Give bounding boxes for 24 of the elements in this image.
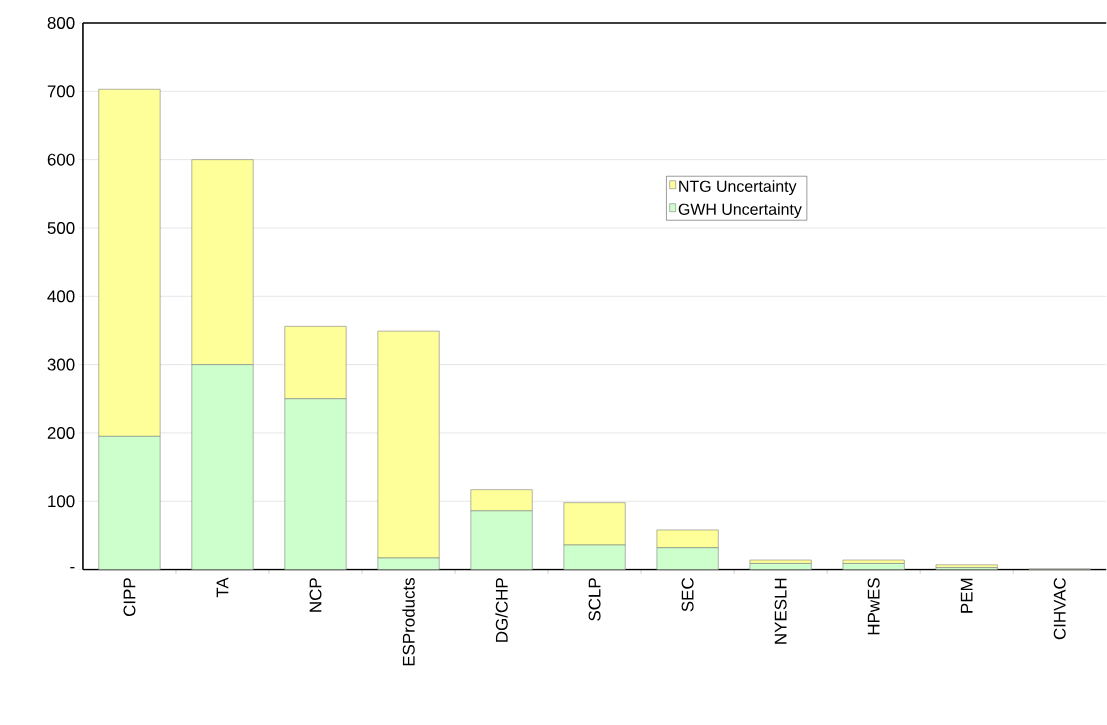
y-tick-label: 400 bbox=[47, 290, 75, 303]
y-tick-label: 100 bbox=[48, 495, 75, 508]
y-tick-label: - bbox=[70, 566, 75, 569]
bar bbox=[842, 562, 905, 570]
x-tick-label: ESProducts bbox=[402, 577, 415, 666]
x-tick-label: DG/CHP bbox=[495, 578, 508, 642]
legend-label: NTG Uncertainty bbox=[679, 179, 797, 195]
y-tick-label: 700 bbox=[47, 85, 75, 98]
x-tick-label: NYESLH bbox=[774, 578, 787, 644]
y-tick-label: 300 bbox=[47, 358, 75, 371]
x-tick-label: SEC bbox=[681, 577, 694, 612]
y-tick-label: 500 bbox=[47, 221, 75, 234]
x-tick-label: CIHVAC bbox=[1053, 577, 1066, 639]
legend-label: GWH Uncertainty bbox=[678, 202, 802, 218]
y-tick-label: 800 bbox=[47, 16, 75, 29]
x-tick-label: TA bbox=[216, 577, 229, 598]
y-tick-label: 200 bbox=[47, 426, 75, 439]
bar bbox=[749, 562, 812, 570]
x-tick-label: HPwES bbox=[867, 577, 880, 635]
x-tick-label: NCP bbox=[309, 578, 322, 612]
x-tick-label: SCLP bbox=[588, 578, 601, 621]
x-tick-label: CIPP bbox=[123, 578, 136, 616]
x-tick-label: PEM bbox=[960, 578, 973, 613]
y-tick-label: 600 bbox=[47, 153, 75, 166]
